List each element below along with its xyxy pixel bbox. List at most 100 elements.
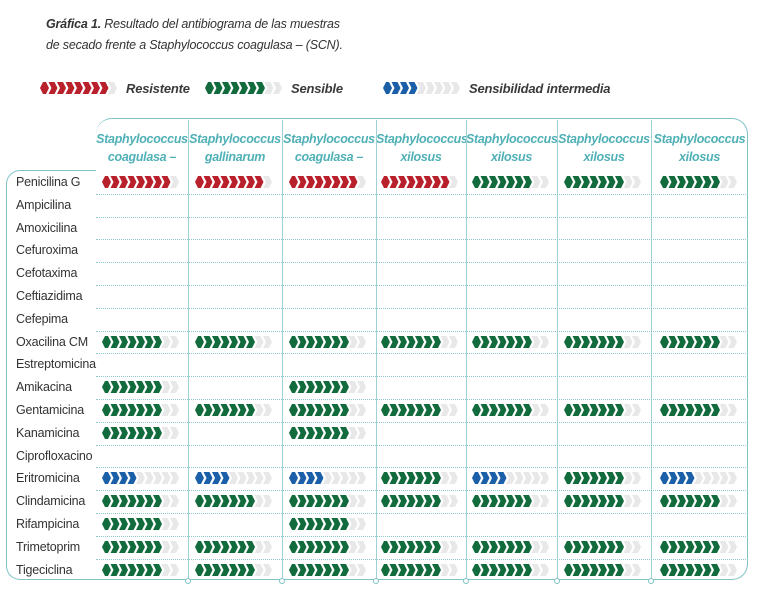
meter-segment	[531, 472, 540, 485]
result-meter-icon	[381, 404, 458, 416]
result-meter-icon	[289, 518, 366, 530]
meter-segment	[398, 540, 407, 553]
column-genus: Staphylococcus	[96, 132, 188, 146]
meter-segment	[306, 540, 315, 553]
result-cell	[466, 331, 557, 353]
meter-segment	[505, 540, 515, 553]
meter-segment	[212, 495, 221, 508]
legend-label: Resistente	[126, 80, 190, 96]
row-label: Oxacilina CM	[16, 334, 88, 349]
caption-text-1: Resultado del antibiograma de las muestr…	[104, 17, 340, 31]
meter-segment	[203, 404, 213, 416]
column-header: Staphylococcus xilosus	[466, 130, 558, 166]
meter-segment	[710, 404, 720, 416]
meter-segment	[449, 540, 458, 553]
meter-segment	[99, 82, 109, 94]
meter-segment	[693, 335, 703, 348]
meter-segment	[247, 82, 257, 94]
meter-segment	[348, 335, 358, 348]
meter-segment	[406, 563, 416, 576]
result-cell	[96, 536, 188, 558]
meter-segment	[110, 426, 120, 439]
meter-segment	[297, 335, 307, 348]
meter-segment	[659, 335, 669, 348]
meter-segment	[297, 563, 307, 576]
divider-dot	[279, 578, 285, 584]
meter-segment	[702, 495, 711, 508]
meter-segment	[589, 563, 599, 576]
meter-segment	[389, 472, 399, 485]
meter-segment	[539, 495, 549, 508]
meter-segment	[471, 563, 481, 576]
meter-segment	[505, 176, 515, 188]
meter-segment	[297, 404, 307, 416]
result-meter-icon	[659, 176, 737, 188]
meter-segment	[195, 563, 204, 576]
meter-segment	[136, 381, 145, 394]
meter-segment	[623, 176, 633, 188]
meter-segment	[331, 563, 341, 576]
row-names-frame	[6, 170, 96, 580]
divider-dot	[554, 578, 560, 584]
meter-segment	[239, 82, 248, 94]
meter-segment	[676, 176, 686, 188]
meter-segment	[144, 472, 154, 485]
meter-segment	[383, 82, 392, 94]
meter-segment	[297, 540, 307, 553]
meter-segment	[449, 176, 458, 188]
meter-segment	[297, 176, 307, 188]
meter-segment	[415, 176, 424, 188]
meter-segment	[505, 472, 515, 485]
result-meter-icon	[289, 404, 366, 416]
meter-segment	[170, 540, 179, 553]
meter-segment	[632, 335, 641, 348]
result-meter-icon	[471, 404, 549, 416]
column-species: xilosus	[400, 150, 442, 164]
column-species: coagulasa –	[294, 150, 364, 164]
meter-segment	[564, 563, 573, 576]
meter-segment	[340, 381, 349, 394]
result-cell	[376, 399, 466, 421]
legend-swatch-icon	[40, 82, 117, 94]
meter-segment	[702, 472, 711, 485]
result-cell	[466, 490, 557, 512]
meter-segment	[589, 335, 599, 348]
meter-segment	[417, 82, 426, 94]
meter-segment	[153, 381, 162, 394]
meter-segment	[170, 381, 179, 394]
meter-segment	[539, 404, 549, 416]
meter-segment	[531, 404, 540, 416]
meter-segment	[415, 335, 424, 348]
meter-segment	[522, 404, 532, 416]
meter-segment	[119, 540, 128, 553]
meter-segment	[497, 176, 506, 188]
meter-segment	[119, 335, 128, 348]
meter-segment	[668, 404, 677, 416]
meter-segment	[195, 495, 204, 508]
result-meter-icon	[289, 540, 366, 553]
meter-segment	[488, 540, 498, 553]
meter-segment	[263, 540, 272, 553]
result-meter-icon	[659, 495, 737, 508]
meter-segment	[693, 472, 703, 485]
meter-segment	[102, 472, 111, 485]
meter-segment	[136, 426, 145, 439]
meter-segment	[432, 540, 441, 553]
meter-segment	[488, 472, 498, 485]
meter-segment	[136, 472, 145, 485]
meter-segment	[572, 495, 582, 508]
meter-segment	[676, 335, 686, 348]
row-label: Rifampicina	[16, 517, 80, 531]
meter-segment	[170, 518, 179, 530]
meter-segment	[119, 563, 128, 576]
meter-segment	[102, 495, 111, 508]
legend-item-i: Sensibilidad intermedia	[383, 78, 611, 98]
meter-segment	[289, 176, 298, 188]
meter-segment	[297, 495, 307, 508]
row-divider	[96, 216, 748, 218]
meter-segment	[170, 176, 179, 188]
row-label: Kanamicina	[16, 425, 80, 440]
meter-segment	[598, 176, 607, 188]
meter-segment	[110, 404, 120, 416]
meter-segment	[398, 563, 407, 576]
